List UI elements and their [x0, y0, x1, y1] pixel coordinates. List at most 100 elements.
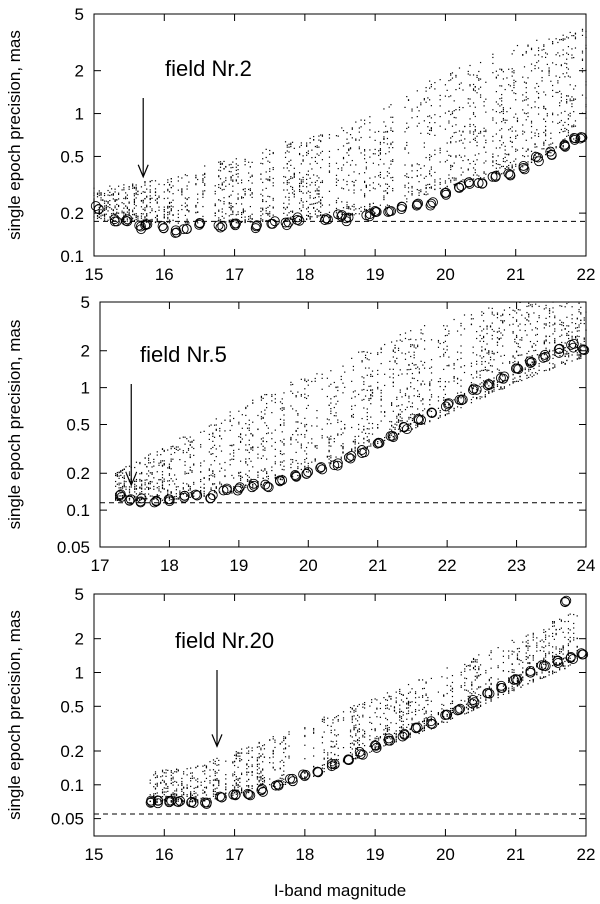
- data-dot: [543, 91, 545, 93]
- data-dot: [170, 801, 172, 803]
- data-dot: [548, 147, 550, 150]
- data-dot: [469, 98, 471, 100]
- data-dot: [132, 220, 134, 222]
- data-dot: [125, 480, 127, 483]
- x-tick-label: 21: [506, 845, 525, 864]
- median-marker: [230, 220, 241, 231]
- data-dot: [168, 480, 171, 482]
- data-dot: [163, 206, 165, 208]
- data-dot: [213, 424, 216, 426]
- data-dot: [218, 779, 220, 782]
- data-dot: [448, 404, 450, 406]
- data-dot: [281, 784, 283, 786]
- data-dot: [230, 176, 232, 178]
- data-dot: [485, 130, 487, 133]
- data-dot: [186, 204, 188, 206]
- data-dot: [156, 197, 158, 200]
- data-dot: [378, 150, 380, 152]
- data-dot: [425, 175, 427, 178]
- data-dot: [334, 754, 336, 756]
- median-marker: [125, 494, 136, 505]
- data-dot: [121, 220, 123, 222]
- data-dot: [460, 174, 462, 176]
- data-dot: [497, 170, 499, 172]
- data-dot: [493, 386, 495, 389]
- data-dot: [484, 348, 486, 350]
- data-dot: [529, 340, 532, 343]
- data-dot: [114, 200, 116, 202]
- data-dot: [573, 125, 575, 128]
- data-dot: [328, 190, 331, 192]
- data-dot: [272, 756, 274, 758]
- data-dot: [420, 104, 422, 106]
- data-dot: [135, 189, 137, 191]
- data-dot: [501, 85, 503, 87]
- data-dot: [205, 767, 208, 769]
- data-dot: [391, 429, 393, 431]
- data-dot: [559, 319, 561, 321]
- data-dot: [225, 788, 227, 790]
- data-dot: [552, 301, 554, 303]
- data-dot: [366, 446, 368, 448]
- data-dot: [239, 759, 241, 762]
- data-dot: [241, 772, 243, 774]
- data-dot: [569, 112, 571, 114]
- data-dot: [581, 34, 584, 36]
- data-dot: [309, 184, 311, 186]
- data-dot: [184, 461, 186, 463]
- data-dot: [193, 787, 195, 789]
- data-dot: [358, 393, 360, 396]
- data-dot: [262, 445, 264, 447]
- data-dot: [425, 184, 427, 186]
- data-dot: [189, 466, 191, 468]
- data-dot: [370, 403, 372, 405]
- data-dot: [195, 174, 197, 176]
- data-dot: [295, 394, 297, 397]
- data-dot: [149, 453, 151, 455]
- data-dot: [548, 316, 551, 318]
- data-dot: [544, 94, 547, 96]
- data-dot: [366, 358, 368, 360]
- data-dot: [290, 439, 292, 441]
- data-dot: [363, 425, 365, 427]
- data-dot: [404, 147, 406, 149]
- data-dot: [548, 312, 551, 314]
- data-dot: [290, 438, 292, 440]
- data-dot: [135, 193, 137, 195]
- median-marker: [386, 206, 397, 217]
- data-dot: [235, 778, 237, 780]
- data-dot: [298, 202, 301, 204]
- data-dot: [210, 474, 212, 476]
- data-dot: [307, 215, 309, 217]
- data-dot: [390, 127, 392, 129]
- y-tick-label: 0.5: [66, 416, 90, 435]
- data-dot: [120, 470, 122, 472]
- data-dot: [450, 79, 452, 81]
- data-dot: [112, 209, 114, 212]
- data-dot: [304, 465, 306, 468]
- median-marker: [365, 209, 375, 219]
- data-dot: [462, 106, 464, 109]
- data-dot: [165, 775, 167, 777]
- data-dot: [262, 783, 264, 785]
- data-dot: [174, 793, 176, 795]
- data-dot: [304, 467, 306, 469]
- data-dot: [514, 381, 516, 383]
- data-dot: [328, 170, 331, 172]
- data-dot: [578, 356, 580, 358]
- data-dot: [100, 199, 102, 201]
- data-dot: [128, 474, 131, 476]
- data-dot: [512, 309, 514, 311]
- data-dot: [233, 773, 236, 776]
- data-dot: [200, 801, 202, 803]
- data-dot: [248, 458, 250, 460]
- data-dot: [167, 220, 169, 223]
- data-dot: [146, 215, 148, 217]
- data-dot: [321, 373, 323, 375]
- data-dot: [366, 389, 368, 391]
- data-dot: [314, 160, 316, 163]
- data-dot: [578, 330, 580, 332]
- data-dot: [246, 780, 248, 782]
- data-dot: [515, 80, 517, 83]
- data-dot: [153, 458, 155, 461]
